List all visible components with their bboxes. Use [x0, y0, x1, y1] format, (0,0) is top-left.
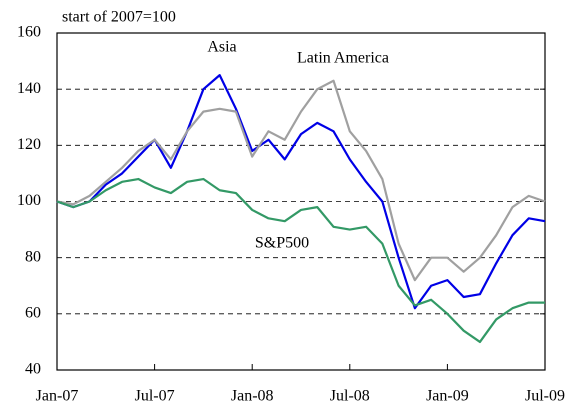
- series-line: [56, 74, 546, 310]
- annotation: S&P500: [255, 235, 309, 252]
- annotation: start of 2007=100: [62, 9, 176, 26]
- y-tick-label: 80: [25, 248, 41, 265]
- x-tick-label: Jul-08: [330, 388, 370, 405]
- y-tick-label: 140: [17, 80, 41, 97]
- y-tick-label: 60: [25, 305, 41, 322]
- annotation: Latin America: [297, 50, 389, 67]
- y-tick-label: 120: [17, 136, 41, 153]
- x-tick-label: Jul-07: [135, 388, 175, 405]
- series-line: [56, 177, 545, 344]
- annotation: Asia: [207, 39, 236, 56]
- x-tick-label: Jan-08: [231, 388, 274, 405]
- x-tick-label: Jul-09: [525, 388, 565, 405]
- x-tick-label: Jan-09: [426, 388, 469, 405]
- y-tick-label: 40: [25, 361, 41, 378]
- series-line: [56, 79, 546, 282]
- x-tick-label: Jan-07: [36, 388, 79, 405]
- y-tick-label: 100: [17, 192, 41, 209]
- y-tick-label: 160: [17, 24, 41, 41]
